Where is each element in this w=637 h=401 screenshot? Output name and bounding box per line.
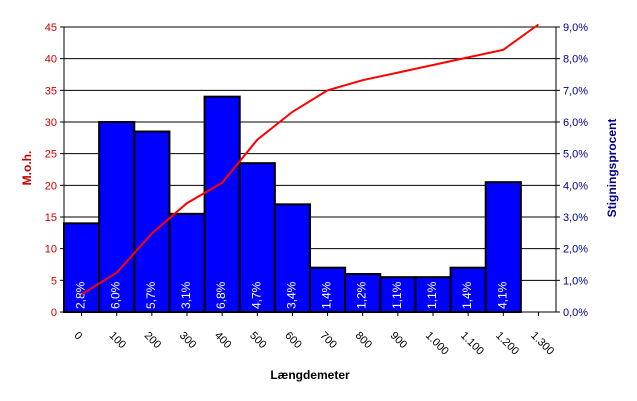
bar-data-label: 3,4% (284, 281, 298, 309)
y-left-tick-label: 45 (45, 22, 57, 34)
axes (63, 27, 557, 313)
bar-data-label: 1,2% (355, 281, 369, 309)
y-left-tick-label: 10 (45, 244, 57, 256)
bar (203, 95, 241, 313)
bar-data-label: 1,4% (460, 281, 474, 309)
y-right-tick-label: 7,0% (563, 85, 588, 97)
bar (273, 203, 312, 313)
bar (168, 212, 206, 313)
bar-series (63, 95, 522, 313)
y-left-tick-label: 0 (51, 307, 57, 319)
bar-data-label: 2,8% (74, 281, 88, 309)
bar-data-label: 1,1% (390, 281, 404, 309)
y-right-axis-title: Stigningsprocent (605, 119, 619, 218)
bar-data-label: 1,4% (320, 281, 334, 309)
y-right-tick-label: 1,0% (563, 275, 588, 287)
bar-data-label: 3,1% (179, 281, 193, 309)
x-tick-label: 300 (177, 330, 198, 351)
bar-data-label: 1,1% (425, 281, 439, 309)
y-left-tick-label: 25 (45, 149, 57, 161)
x-tick-label: 400 (212, 330, 233, 351)
y-left-tick-label: 30 (45, 117, 57, 129)
bar-data-label: 5,7% (144, 281, 158, 309)
y-left-tick-label: 35 (45, 85, 57, 97)
x-tick-label: 700 (317, 330, 338, 351)
y-right-tick-label: 3,0% (563, 212, 588, 224)
x-tick-label: 600 (282, 330, 303, 351)
bar-label-group: 2,8% 6,0% 5,7% 3,1% 6,8% 4,7% 3,4% 1,4% 1,2% 1,1%… (74, 281, 510, 309)
y-right-tick-label: 2,0% (563, 244, 588, 256)
y-right-tick-label: 5,0% (563, 149, 588, 161)
y-left-tick-label: 40 (45, 54, 57, 66)
bar (414, 276, 452, 313)
y-right-tick-label: 0,0% (563, 307, 588, 319)
y-right-tick-label: 8,0% (563, 54, 588, 66)
x-tick-label: 800 (353, 330, 374, 351)
x-tick-label: 1.100 (458, 330, 486, 358)
x-tick-label: 1.000 (423, 330, 451, 358)
bar-data-label: 4,7% (249, 281, 263, 309)
line-path (81, 23, 539, 296)
y-right-tick-label: 4,0% (563, 180, 588, 192)
bar (238, 162, 276, 313)
x-tick-label: 0 (71, 330, 84, 343)
y-right-tick-label: 6,0% (563, 117, 588, 129)
bar-data-label: 4,1% (495, 281, 509, 309)
line-series (81, 23, 539, 296)
x-tick-label: 900 (388, 330, 409, 351)
y-right-tick-label: 9,0% (563, 22, 588, 34)
bar (309, 266, 347, 313)
x-axis-title: Længdemeter (270, 368, 350, 382)
bar-data-label: 6,0% (109, 281, 123, 309)
x-tick-label: 200 (142, 330, 163, 351)
x-tick-label: 1.200 (493, 330, 521, 358)
x-tick-label: 500 (247, 330, 268, 351)
bar (379, 276, 417, 313)
x-tick-label: 100 (107, 330, 128, 351)
bar-data-label: 6,8% (214, 281, 228, 309)
x-tick-label: 1.300 (528, 330, 556, 358)
y-left-tick-label: 5 (51, 275, 57, 287)
bar (98, 121, 136, 313)
bar (484, 181, 522, 313)
y-left-tick-label: 15 (45, 212, 57, 224)
y-left-axis-title: M.o.h. (20, 151, 34, 186)
y-left-tick-label: 20 (45, 180, 57, 192)
